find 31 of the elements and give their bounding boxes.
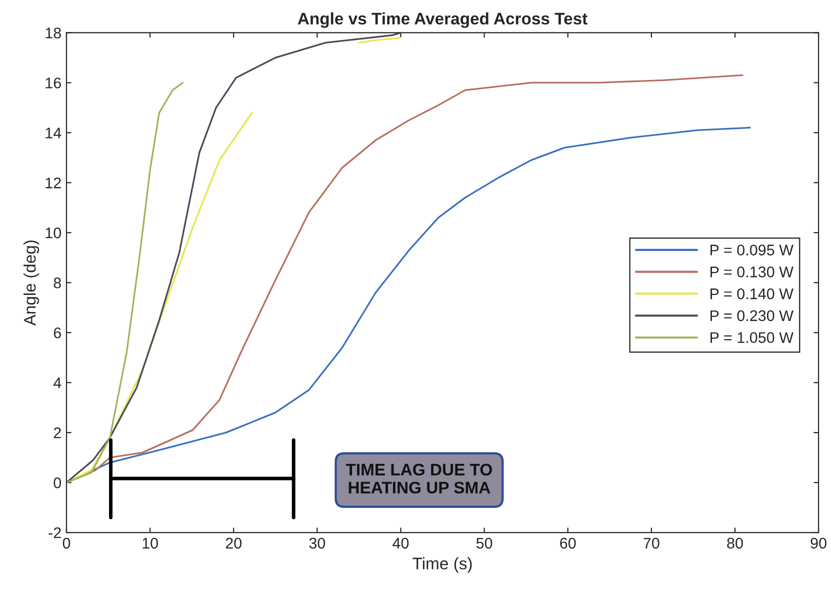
y-tick-label: 6 <box>54 327 61 338</box>
legend-label: P = 0.095 W <box>710 244 794 256</box>
y-tick-label: 12 <box>46 178 61 188</box>
annotation: TIME LAG DUE TO HEATING UP SMA <box>346 464 492 494</box>
y-tick-label: 2 <box>54 427 61 438</box>
y-tick-label: 14 <box>46 128 62 138</box>
x-axis-title: Time (s) <box>412 557 472 573</box>
y-tick-label: 10 <box>46 228 62 238</box>
y-tick-label: 18 <box>46 28 61 38</box>
x-tick-label: 30 <box>309 538 326 549</box>
y-tick-label: 16 <box>46 78 61 88</box>
x-tick-label: 80 <box>727 538 743 549</box>
y-axis-title: Angle (deg) <box>24 240 40 326</box>
legend-label: P = 0.130 W <box>710 266 794 278</box>
x-tick-label: 40 <box>392 538 409 549</box>
x-tick-label: 10 <box>142 538 158 549</box>
x-tick-label: 20 <box>226 538 242 549</box>
legend-label: P = 1.050 W <box>710 332 794 343</box>
y-tick-label: 0 <box>54 477 62 488</box>
x-tick-label: 70 <box>644 538 660 549</box>
y-tick-label: -2 <box>48 527 61 538</box>
legend-label: P = 0.230 W <box>710 310 794 322</box>
x-tick-label: 60 <box>560 538 576 549</box>
legend-label: P = 0.140 W <box>710 288 794 300</box>
line-series <box>66 82 184 484</box>
chart-title: Angle vs Time Averaged Across Test <box>298 12 588 28</box>
x-tick-label: 50 <box>476 538 492 549</box>
x-tick-label: 0 <box>62 538 70 549</box>
y-tick-label: 4 <box>53 378 62 388</box>
y-tick-label: 8 <box>54 277 61 288</box>
x-tick-label: 90 <box>810 538 826 549</box>
